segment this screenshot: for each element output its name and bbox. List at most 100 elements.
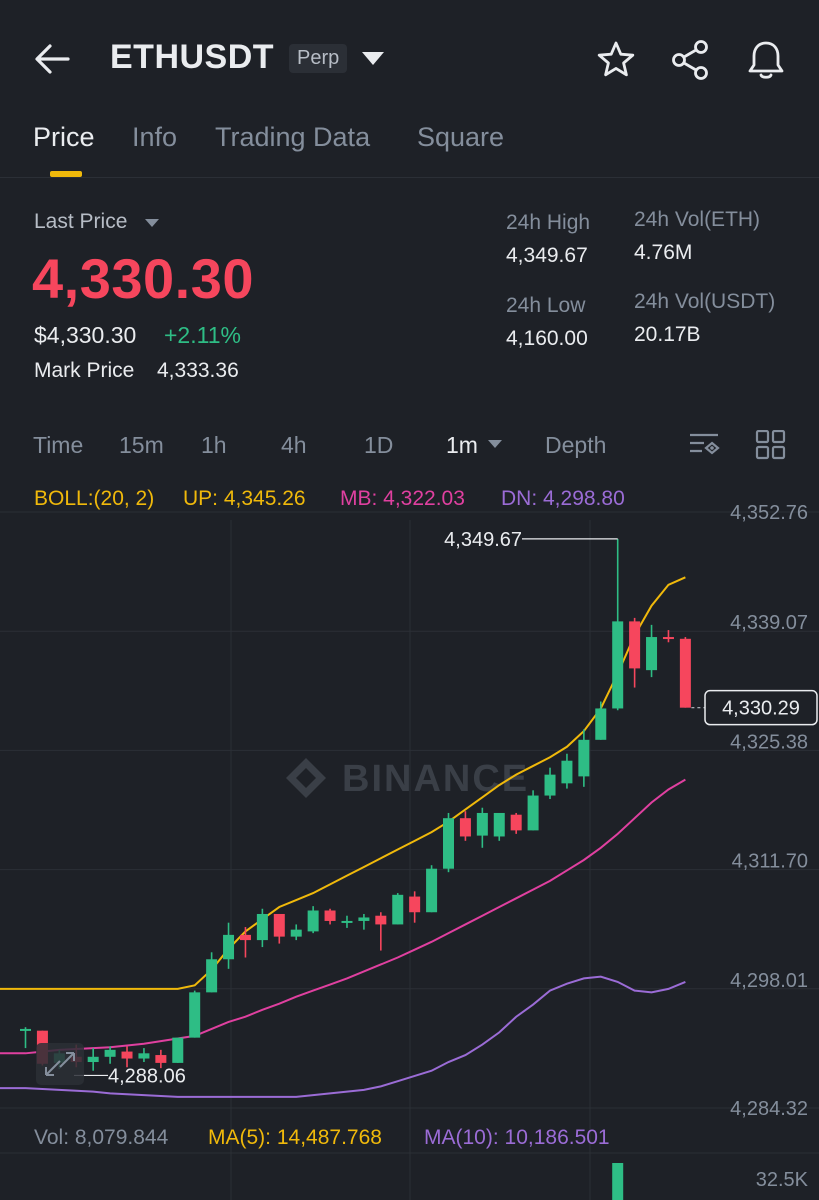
last-price-label[interactable]: Last Price	[34, 210, 128, 233]
candle-body	[223, 934, 235, 960]
header: ETHUSDT Perp	[0, 0, 819, 110]
tab-bar: Price Info Trading Data Square	[0, 110, 819, 178]
star-icon[interactable]	[594, 38, 638, 82]
interval-dropdown-icon[interactable]	[488, 440, 502, 448]
usd-price-value: $4,330.30	[34, 322, 137, 348]
volume-ma5: MA(5): 14,487.768	[208, 1126, 382, 1149]
change-percent: +2.11%	[164, 322, 241, 348]
candle-body	[256, 913, 268, 941]
back-arrow-icon[interactable]	[30, 38, 76, 80]
interval-depth[interactable]: Depth	[545, 432, 607, 458]
y-axis-label: 4,298.01	[730, 970, 808, 992]
interval-time[interactable]: Time	[33, 432, 84, 458]
active-tab-indicator	[50, 171, 82, 177]
min-price-label: 4,288.06	[108, 1065, 186, 1087]
boll-mb-line	[0, 778, 686, 1055]
volume-ma10: MA(10): 10,186.501	[424, 1126, 610, 1149]
interval-1d[interactable]: 1D	[364, 432, 394, 458]
candle-body	[206, 959, 218, 993]
candle-body	[155, 1055, 167, 1063]
volume-value[interactable]: Vol: 8,079.844	[34, 1126, 169, 1149]
vol-eth-value: 4.76M	[634, 241, 693, 264]
interval-1h[interactable]: 1h	[201, 432, 227, 458]
candle-body	[510, 814, 522, 831]
candle-body	[646, 637, 658, 671]
binance-watermark: BINANCE	[342, 758, 529, 800]
max-price-label: 4,349.67	[444, 529, 522, 551]
vol-usdt-value: 20.17B	[634, 323, 701, 346]
expand-icon[interactable]	[45, 1052, 75, 1076]
tab-price[interactable]: Price	[33, 122, 95, 152]
tab-info[interactable]: Info	[132, 122, 178, 152]
candle-body	[189, 992, 201, 1038]
candle-body	[358, 917, 370, 921]
low-24h-value: 4,160.00	[506, 327, 588, 350]
candle-body	[20, 1028, 31, 1031]
indicator-settings-icon[interactable]	[688, 430, 720, 460]
candle-body	[459, 818, 471, 837]
candle-body	[324, 910, 336, 921]
candle-body	[307, 910, 319, 932]
share-icon[interactable]	[670, 38, 714, 82]
vol-eth-label: 24h Vol(ETH)	[634, 208, 761, 231]
last-price-dropdown-icon[interactable]	[145, 219, 159, 227]
candlestick-chart[interactable]: BINANCE 4,352.76 4,339.07 4,325.38 4,311.70 4…	[0, 480, 819, 1200]
candle-body	[409, 896, 421, 913]
boll-dn-line	[0, 975, 686, 1098]
tab-trading-data[interactable]: Trading Data	[215, 122, 371, 152]
candle-body	[392, 894, 404, 925]
mark-price-label: Mark Price	[34, 359, 135, 382]
candle-body	[527, 795, 539, 831]
candle-body	[629, 621, 641, 669]
bell-icon[interactable]	[744, 38, 788, 82]
fullscreen-button[interactable]	[36, 1043, 84, 1085]
high-24h-value: 4,349.67	[506, 244, 588, 267]
symbol-dropdown-icon[interactable]	[362, 52, 384, 65]
candle-body	[138, 1053, 150, 1059]
candle-body	[87, 1056, 99, 1063]
candle-body	[578, 739, 590, 777]
tab-square[interactable]: Square	[417, 122, 505, 152]
current-price-label: 4,330.29	[722, 698, 800, 720]
candle-body	[172, 1037, 184, 1063]
candle-body	[679, 638, 691, 708]
volume-axis-label: 32.5K	[756, 1169, 809, 1191]
candle-body	[612, 621, 624, 709]
mark-price-value: 4,333.36	[157, 359, 239, 382]
y-axis-label: 4,325.38	[730, 731, 808, 753]
symbol-title[interactable]: ETHUSDT	[110, 38, 275, 76]
candle-body	[443, 818, 454, 869]
candle-body	[341, 920, 353, 923]
interval-4h[interactable]: 4h	[281, 432, 307, 458]
y-axis-label: 4,311.70	[732, 851, 808, 873]
y-axis-label: 4,339.07	[730, 612, 808, 634]
volume-bar	[612, 1163, 624, 1200]
boll-dn-value: DN: 4,298.80	[501, 487, 625, 510]
candle-body	[476, 812, 488, 836]
high-24h-label: 24h High	[506, 211, 591, 234]
candle-body	[662, 637, 674, 640]
candle-body	[290, 929, 302, 937]
candle-body	[595, 708, 607, 740]
candle-body	[561, 760, 573, 784]
candle-body	[426, 868, 438, 913]
boll-up-value: UP: 4,345.26	[183, 487, 306, 510]
candle-body	[375, 915, 387, 925]
candle-body	[104, 1049, 116, 1057]
y-axis-label: 4,352.76	[730, 502, 808, 524]
current-price-box[interactable]	[704, 689, 818, 726]
binance-logo-icon	[286, 758, 326, 798]
candle-body	[493, 812, 505, 837]
candle-body	[121, 1051, 133, 1059]
last-price-value: 4,330.30	[32, 247, 254, 310]
perp-badge: Perp	[289, 44, 348, 73]
boll-params[interactable]: BOLL:(20, 2)	[34, 487, 155, 510]
grid-layout-icon[interactable]	[755, 430, 787, 460]
interval-15m[interactable]: 15m	[119, 432, 164, 458]
vol-usdt-label: 24h Vol(USDT)	[634, 290, 776, 313]
low-24h-label: 24h Low	[506, 294, 586, 317]
candle-body	[544, 774, 556, 796]
boll-mb-value: MB: 4,322.03	[340, 487, 465, 510]
interval-1m[interactable]: 1m	[446, 432, 478, 458]
candle-body	[273, 913, 285, 937]
